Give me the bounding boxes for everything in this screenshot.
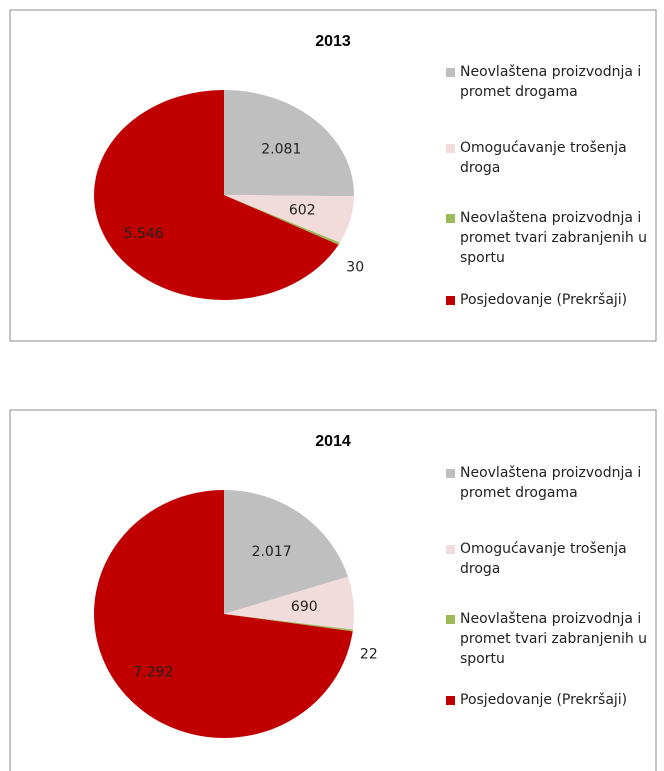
pie-slice bbox=[224, 195, 340, 245]
legend-label: Omogućavanje trošenja droga bbox=[460, 541, 627, 577]
legend-swatch bbox=[446, 545, 455, 554]
legend-label: Omogućavanje trošenja droga bbox=[460, 140, 627, 176]
legend-swatch bbox=[446, 68, 455, 77]
legend-entry: Posjedovanje (Prekršaji) bbox=[446, 290, 661, 310]
data-label: 690 bbox=[291, 599, 318, 615]
legend-label: Posjedovanje (Prekršaji) bbox=[460, 292, 628, 308]
data-label: 7.292 bbox=[133, 665, 173, 681]
legend-entry: Neovlaštena proizvodnja i promet tvari z… bbox=[446, 208, 661, 268]
data-label: 30 bbox=[346, 260, 364, 276]
data-label: 22 bbox=[360, 646, 378, 662]
pie-slice bbox=[224, 576, 354, 630]
legend-entry: Omogućavanje trošenja droga bbox=[446, 138, 661, 178]
legend-label: Neovlaštena proizvodnja i promet drogama bbox=[460, 64, 642, 100]
legend-label: Neovlaštena proizvodnja i promet tvari z… bbox=[460, 611, 648, 667]
legend-entry: Neovlaštena proizvodnja i promet drogama bbox=[446, 463, 661, 503]
pie-slice bbox=[94, 90, 339, 300]
legend-entry: Neovlaštena proizvodnja i promet drogama bbox=[446, 62, 661, 102]
pie-slice bbox=[224, 490, 348, 614]
legend-swatch bbox=[446, 144, 455, 153]
pie-slice bbox=[224, 90, 354, 197]
chart-title: 2013 bbox=[315, 33, 351, 50]
legend-entry: Neovlaštena proizvodnja i promet tvari z… bbox=[446, 609, 661, 669]
legend-swatch bbox=[446, 214, 455, 223]
legend-swatch bbox=[446, 696, 455, 705]
legend-swatch bbox=[446, 615, 455, 624]
data-label: 5.546 bbox=[124, 226, 164, 242]
data-label: 2.081 bbox=[261, 141, 301, 157]
legend-label: Neovlaštena proizvodnja i promet tvari z… bbox=[460, 210, 648, 266]
legend-label: Posjedovanje (Prekršaji) bbox=[460, 692, 628, 708]
legend-entry: Omogućavanje trošenja droga bbox=[446, 539, 661, 579]
data-label: 2.017 bbox=[252, 544, 292, 560]
pie-slice bbox=[224, 614, 353, 632]
pie-slice bbox=[224, 195, 354, 243]
legend-label: Neovlaštena proizvodnja i promet drogama bbox=[460, 465, 642, 501]
legend-swatch bbox=[446, 296, 455, 305]
chart-title: 2014 bbox=[315, 433, 351, 450]
legend-entry: Posjedovanje (Prekršaji) bbox=[446, 690, 661, 710]
pie-slice bbox=[93, 490, 353, 738]
data-label: 602 bbox=[289, 203, 316, 219]
legend-swatch bbox=[446, 469, 455, 478]
